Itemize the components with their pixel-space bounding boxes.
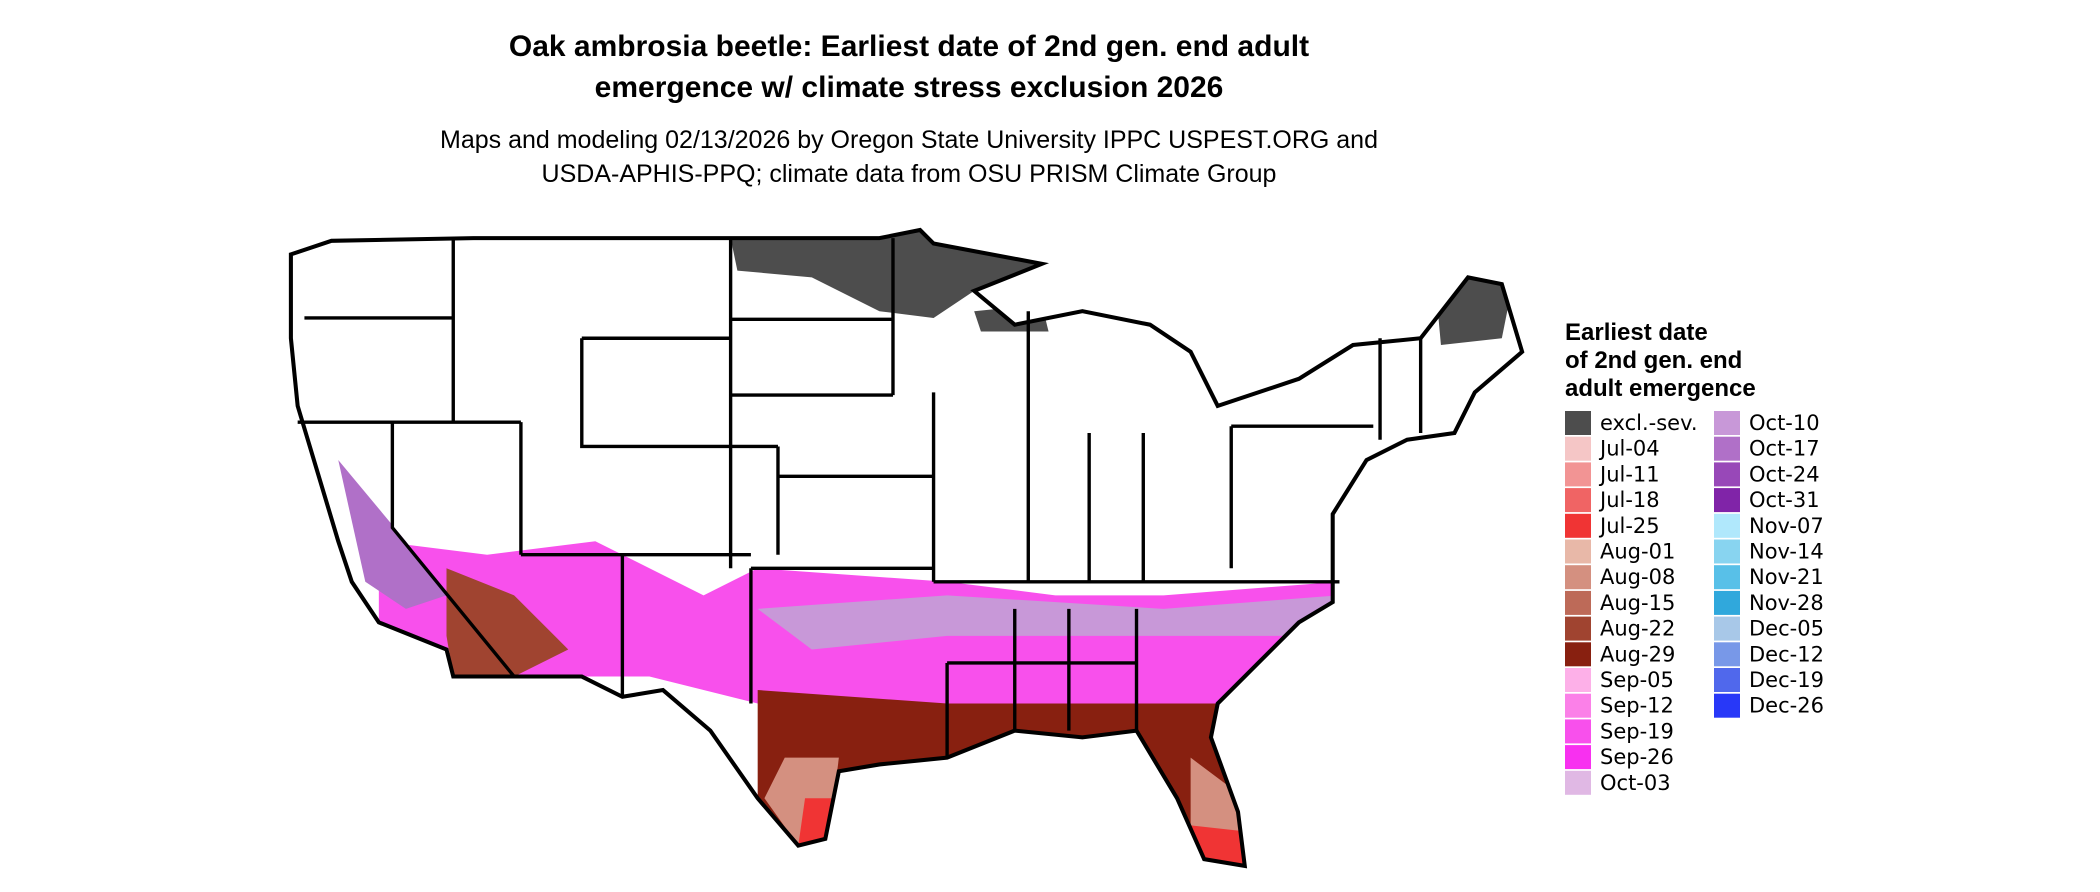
legend-swatch	[1714, 462, 1740, 487]
legend-label: Nov-14	[1749, 540, 1824, 564]
title: emergence w/ climate stress exclusion 20…	[595, 71, 1224, 104]
legend-swatch	[1565, 539, 1591, 564]
legend-swatch	[1565, 411, 1591, 435]
legend-swatch	[1714, 513, 1740, 538]
legend-label: Jul-04	[1598, 437, 1660, 461]
legend-label: Sep-26	[1600, 745, 1674, 769]
legend-label: Aug-22	[1600, 617, 1675, 641]
legend-swatch	[1565, 668, 1591, 692]
legend-swatch	[1714, 539, 1740, 564]
legend-label: Jul-25	[1598, 514, 1660, 538]
legend-label: Aug-29	[1600, 642, 1675, 666]
legend-label: Nov-07	[1749, 514, 1824, 538]
legend-label: excl.-sev.	[1600, 411, 1698, 435]
legend-title: Earliest date	[1565, 319, 1708, 346]
legend-swatch	[1565, 616, 1591, 641]
legend-label: Aug-15	[1600, 591, 1675, 615]
legend-swatch	[1565, 693, 1591, 718]
legend-label: Sep-12	[1600, 694, 1674, 718]
legend-swatch	[1565, 770, 1591, 795]
title: Oak ambrosia beetle: Earliest date of 2n…	[509, 30, 1309, 63]
legend-swatch	[1714, 411, 1740, 435]
legend-label: Oct-03	[1600, 771, 1671, 795]
legend-swatch	[1565, 642, 1591, 667]
subtitle: Maps and modeling 02/13/2026 by Oregon S…	[440, 126, 1378, 154]
legend-swatch	[1714, 436, 1740, 461]
legend-swatch	[1714, 642, 1740, 667]
legend-title: adult emergence	[1565, 375, 1756, 402]
map-fill	[290, 230, 1523, 866]
legend-swatch	[1565, 565, 1591, 590]
legend-swatch	[1714, 590, 1740, 615]
legend-label: Oct-31	[1749, 488, 1820, 512]
legend-swatch	[1565, 462, 1591, 487]
legend-swatch	[1714, 668, 1740, 692]
legend-title: of 2nd gen. end	[1565, 347, 1742, 374]
subtitle: USDA-APHIS-PPQ; climate data from OSU PR…	[542, 160, 1277, 188]
legend-label: Sep-19	[1600, 719, 1674, 743]
legend-label: Jul-11	[1598, 462, 1660, 486]
legend-swatch	[1714, 693, 1740, 718]
legend-swatch	[1565, 719, 1591, 744]
us-map	[288, 227, 1525, 869]
state-borders	[297, 238, 1423, 758]
legend-label: Dec-12	[1749, 642, 1824, 666]
legend-label: Aug-08	[1600, 565, 1675, 589]
legend-swatch	[1565, 590, 1591, 615]
legend-label: Oct-17	[1749, 437, 1820, 461]
legend-label: Nov-28	[1749, 591, 1824, 615]
legend: Earliest date of 2nd gen. end adult emer…	[1565, 319, 1824, 795]
legend-label: Aug-01	[1600, 540, 1675, 564]
legend-swatch	[1714, 616, 1740, 641]
legend-swatch	[1565, 488, 1591, 513]
legend-label: Oct-10	[1749, 411, 1820, 435]
legend-label: Dec-19	[1749, 668, 1824, 692]
legend-label: Jul-18	[1598, 488, 1660, 512]
legend-swatch	[1714, 488, 1740, 513]
legend-swatch	[1565, 513, 1591, 538]
legend-label: Dec-05	[1749, 617, 1824, 641]
legend-label: Nov-21	[1749, 565, 1824, 589]
legend-items: excl.-sev.Jul-04Jul-11Jul-18Jul-25Aug-01…	[1565, 411, 1824, 795]
legend-swatch	[1565, 436, 1591, 461]
legend-swatch	[1565, 745, 1591, 770]
legend-label: Sep-05	[1600, 668, 1674, 692]
legend-label: Oct-24	[1749, 462, 1820, 486]
legend-label: Dec-26	[1749, 694, 1824, 718]
legend-swatch	[1714, 565, 1740, 590]
